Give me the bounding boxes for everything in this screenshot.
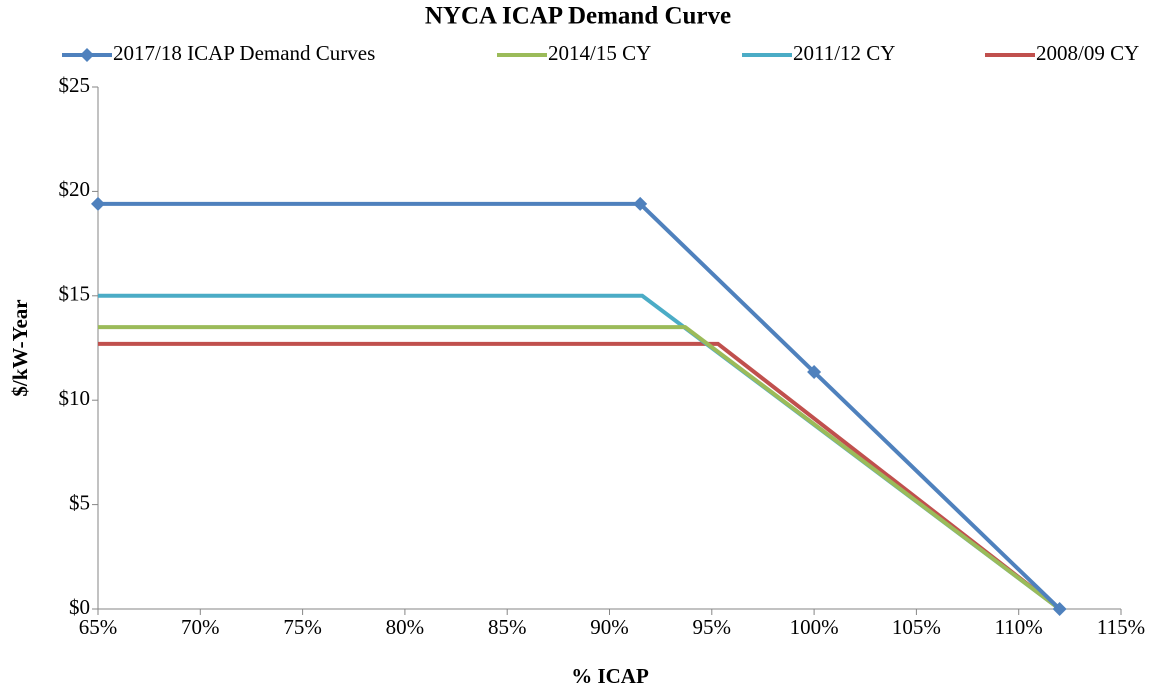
series-marker xyxy=(807,365,822,380)
series-marker xyxy=(633,196,648,211)
series-line xyxy=(98,325,1061,611)
series-marker xyxy=(1052,602,1067,616)
chart-title: NYCA ICAP Demand Curve xyxy=(425,3,731,30)
x-tick-label: 95% xyxy=(693,615,732,639)
legend-label: 2011/12 CY xyxy=(793,41,895,65)
series-line xyxy=(98,341,1061,611)
x-tick-label: 75% xyxy=(283,615,322,639)
legend-label: 2008/09 CY xyxy=(1036,41,1139,65)
legend-marker xyxy=(80,48,94,62)
y-tick-label: $20 xyxy=(59,177,91,201)
x-tick-label: 105% xyxy=(892,615,941,639)
x-tick-label: 110% xyxy=(995,615,1043,639)
y-tick-label: $10 xyxy=(59,386,91,410)
y-axis-title: $/kW-Year xyxy=(8,299,32,396)
x-tick-label: 90% xyxy=(590,615,629,639)
series-marker xyxy=(91,196,105,211)
legend-label: 2014/15 CY xyxy=(548,41,651,65)
x-tick-label: 65% xyxy=(79,615,118,639)
x-axis-title: % ICAP xyxy=(571,664,649,688)
x-tick-label: 80% xyxy=(386,615,425,639)
series-line xyxy=(98,201,1062,611)
y-tick-label: $0 xyxy=(69,595,90,619)
y-tick-label: $25 xyxy=(59,73,91,97)
x-tick-label: 115% xyxy=(1097,615,1145,639)
legend-label: 2017/18 ICAP Demand Curves xyxy=(113,41,375,65)
x-tick-label: 85% xyxy=(488,615,527,639)
y-tick-label: $15 xyxy=(59,282,91,306)
x-tick-label: 100% xyxy=(790,615,839,639)
y-tick-label: $5 xyxy=(69,490,90,514)
x-tick-label: 70% xyxy=(181,615,220,639)
